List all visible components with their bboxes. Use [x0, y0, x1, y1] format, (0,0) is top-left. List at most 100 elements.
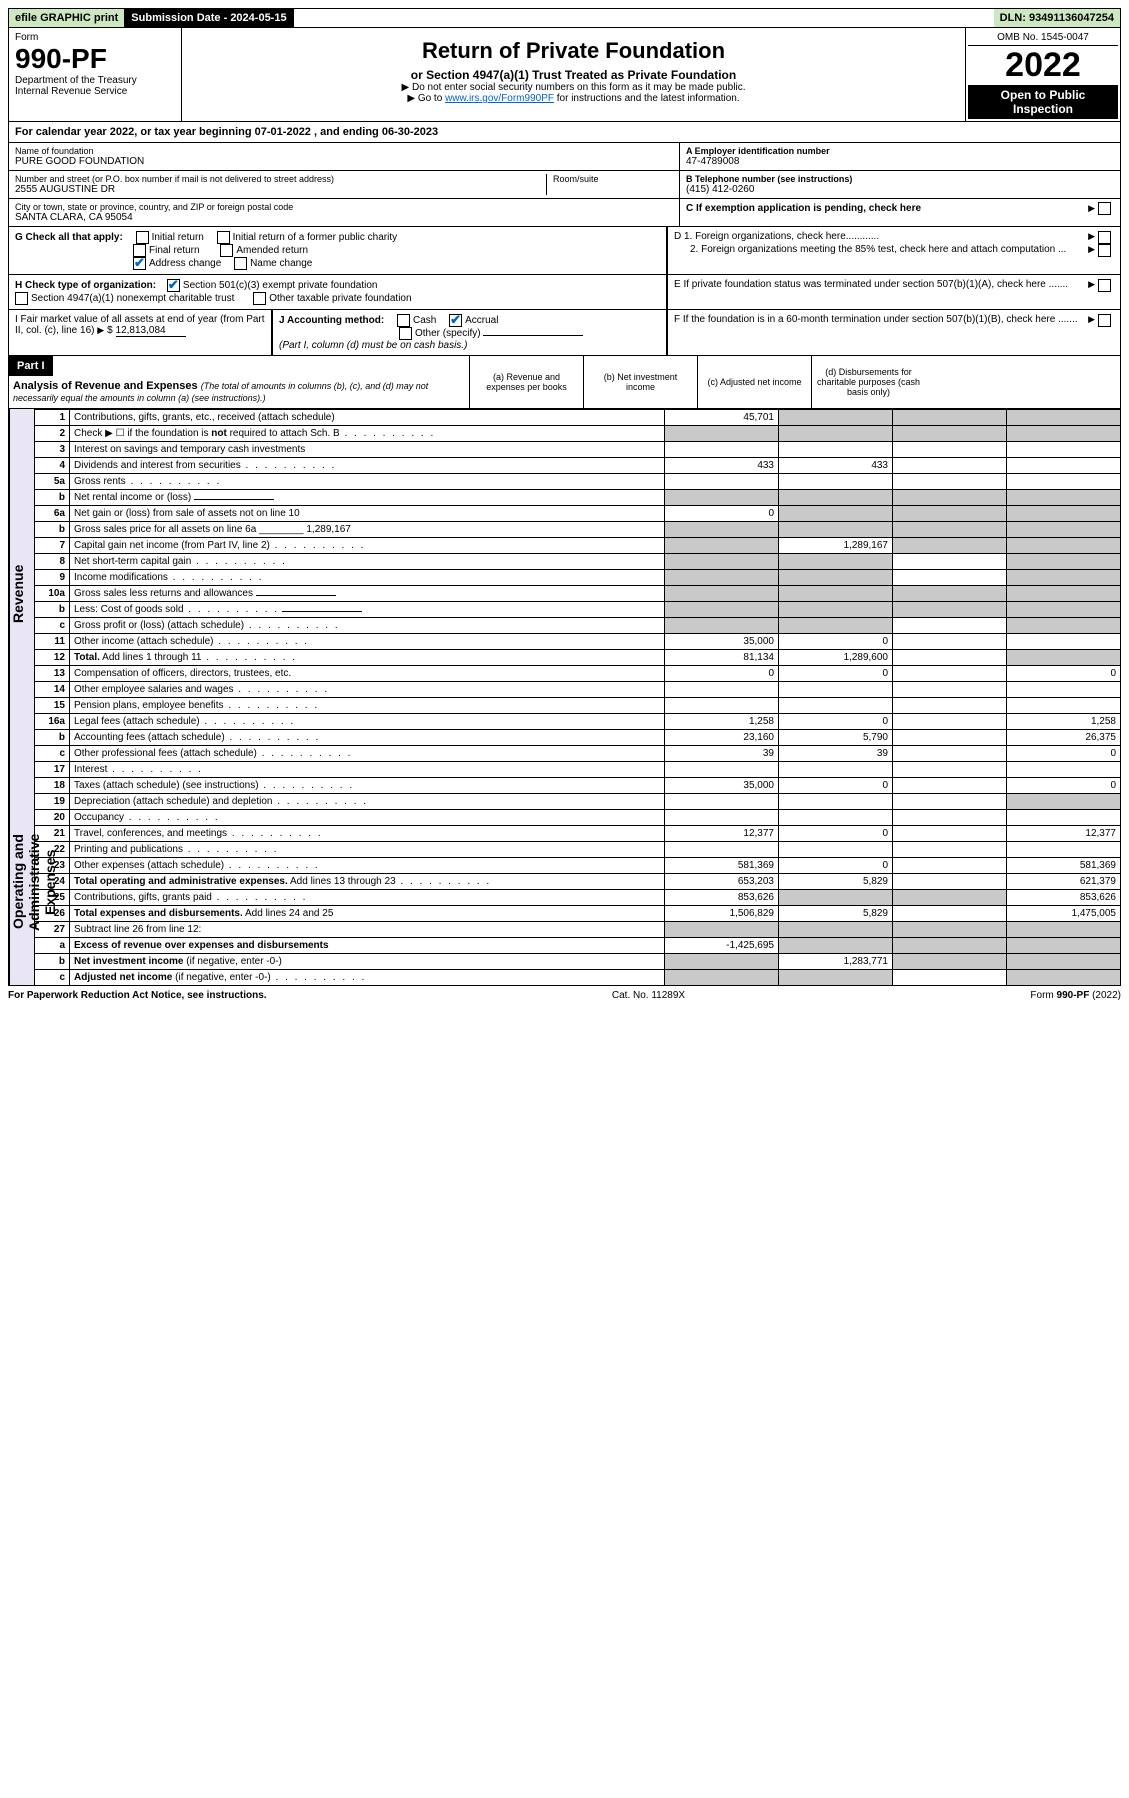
cb-initial-former[interactable]: [217, 231, 230, 244]
line-number: 4: [35, 458, 70, 474]
table-row: 27Subtract line 26 from line 12:: [35, 922, 1121, 938]
cb-foreign-org[interactable]: [1098, 231, 1111, 244]
amount-cell: [893, 522, 1007, 538]
exemption-checkbox[interactable]: [1098, 202, 1111, 215]
irs-label: Internal Revenue Service: [15, 86, 175, 97]
cb-accrual[interactable]: [449, 314, 462, 327]
amount-cell: 1,289,600: [779, 650, 893, 666]
line-desc: Less: Cost of goods sold: [70, 602, 665, 618]
amount-cell: 81,134: [665, 650, 779, 666]
amount-cell: [779, 474, 893, 490]
line-number: b: [35, 602, 70, 618]
cb-initial-return[interactable]: [136, 231, 149, 244]
amount-cell: [1007, 570, 1121, 586]
amount-cell: 433: [779, 458, 893, 474]
line-number: 2: [35, 426, 70, 442]
table-row: 26Total expenses and disbursements. Add …: [35, 906, 1121, 922]
form-title: Return of Private Foundation: [188, 38, 959, 64]
amount-cell: [1007, 762, 1121, 778]
amount-cell: [893, 906, 1007, 922]
footer-left: For Paperwork Reduction Act Notice, see …: [8, 990, 267, 1001]
e-label: E If private foundation status was termi…: [674, 279, 1068, 305]
amount-cell: [1007, 682, 1121, 698]
cb-60month[interactable]: [1098, 314, 1111, 327]
line-desc: Net investment income (if negative, ente…: [70, 954, 665, 970]
line-desc: Capital gain net income (from Part IV, l…: [70, 538, 665, 554]
line-number: 5a: [35, 474, 70, 490]
amount-cell: [893, 650, 1007, 666]
line-number: 15: [35, 698, 70, 714]
expenses-side-label: Operating and Administrative Expenses: [9, 799, 34, 985]
amount-cell: 0: [779, 714, 893, 730]
amount-cell: 39: [779, 746, 893, 762]
amount-cell: [779, 586, 893, 602]
amount-cell: 45,701: [665, 410, 779, 426]
analysis-table-wrapper: Revenue Operating and Administrative Exp…: [8, 409, 1121, 986]
top-bar: efile GRAPHIC print Submission Date - 20…: [8, 8, 1121, 28]
table-row: bLess: Cost of goods sold: [35, 602, 1121, 618]
cb-other-taxable[interactable]: [253, 292, 266, 305]
amount-cell: 23,160: [665, 730, 779, 746]
header-right: OMB No. 1545-0047 2022 Open to Public In…: [965, 28, 1120, 121]
foundation-name: PURE GOOD FOUNDATION: [15, 156, 673, 167]
form-label: Form: [15, 32, 175, 43]
table-row: bGross sales price for all assets on lin…: [35, 522, 1121, 538]
amount-cell: [779, 698, 893, 714]
amount-cell: 853,626: [665, 890, 779, 906]
form-number: 990-PF: [15, 43, 175, 75]
cb-85pct[interactable]: [1098, 244, 1111, 257]
amount-cell: [893, 410, 1007, 426]
cb-terminated[interactable]: [1098, 279, 1111, 292]
line-desc: Net short-term capital gain: [70, 554, 665, 570]
col-d-header: (d) Disbursements for charitable purpose…: [811, 356, 925, 408]
amount-cell: [893, 714, 1007, 730]
amount-cell: [893, 570, 1007, 586]
cb-address-change[interactable]: [133, 257, 146, 270]
amount-cell: [893, 666, 1007, 682]
street-address: 2555 AUGUSTINE DR: [15, 184, 546, 195]
footer-right: Form 990-PF (2022): [1030, 990, 1121, 1001]
form-url-link[interactable]: www.irs.gov/Form990PF: [445, 93, 554, 104]
form-subtitle: or Section 4947(a)(1) Trust Treated as P…: [188, 68, 959, 82]
section-h-e-row: H Check type of organization: Section 50…: [8, 275, 1121, 310]
line-number: 20: [35, 810, 70, 826]
tax-year-begin: 07-01-2022: [255, 126, 311, 138]
cb-4947[interactable]: [15, 292, 28, 305]
line-desc: Gross sales less returns and allowances: [70, 586, 665, 602]
amount-cell: 5,829: [779, 874, 893, 890]
amount-cell: 581,369: [1007, 858, 1121, 874]
amount-cell: 1,289,167: [779, 538, 893, 554]
amount-cell: 0: [779, 634, 893, 650]
table-row: 5aGross rents: [35, 474, 1121, 490]
line-desc: Gross rents: [70, 474, 665, 490]
cb-amended-return[interactable]: [220, 244, 233, 257]
line-desc: Depreciation (attach schedule) and deple…: [70, 794, 665, 810]
line-desc: Gross sales price for all assets on line…: [70, 522, 665, 538]
amount-cell: 0: [779, 778, 893, 794]
phone-label: B Telephone number (see instructions): [686, 174, 1114, 184]
table-row: 24Total operating and administrative exp…: [35, 874, 1121, 890]
amount-cell: [665, 474, 779, 490]
table-row: 2Check ▶ ☐ if the foundation is not requ…: [35, 426, 1121, 442]
cb-other-method[interactable]: [399, 327, 412, 340]
line-desc: Adjusted net income (if negative, enter …: [70, 970, 665, 986]
amount-cell: [665, 538, 779, 554]
cb-cash[interactable]: [397, 314, 410, 327]
amount-cell: [779, 554, 893, 570]
cb-501c3[interactable]: [167, 279, 180, 292]
line-number: 11: [35, 634, 70, 650]
amount-cell: -1,425,695: [665, 938, 779, 954]
line-number: 14: [35, 682, 70, 698]
amount-cell: 0: [1007, 778, 1121, 794]
amount-cell: 0: [665, 666, 779, 682]
dept-label: Department of the Treasury: [15, 75, 175, 86]
d2-label: 2. Foreign organizations meeting the 85%…: [674, 244, 1066, 257]
line-desc: Check ▶ ☐ if the foundation is not requi…: [70, 426, 665, 442]
line-number: b: [35, 954, 70, 970]
amount-cell: [665, 442, 779, 458]
cb-name-change[interactable]: [234, 257, 247, 270]
amount-cell: [893, 874, 1007, 890]
line-number: 18: [35, 778, 70, 794]
calendar-year-row: For calendar year 2022, or tax year begi…: [8, 122, 1121, 143]
amount-cell: [1007, 954, 1121, 970]
